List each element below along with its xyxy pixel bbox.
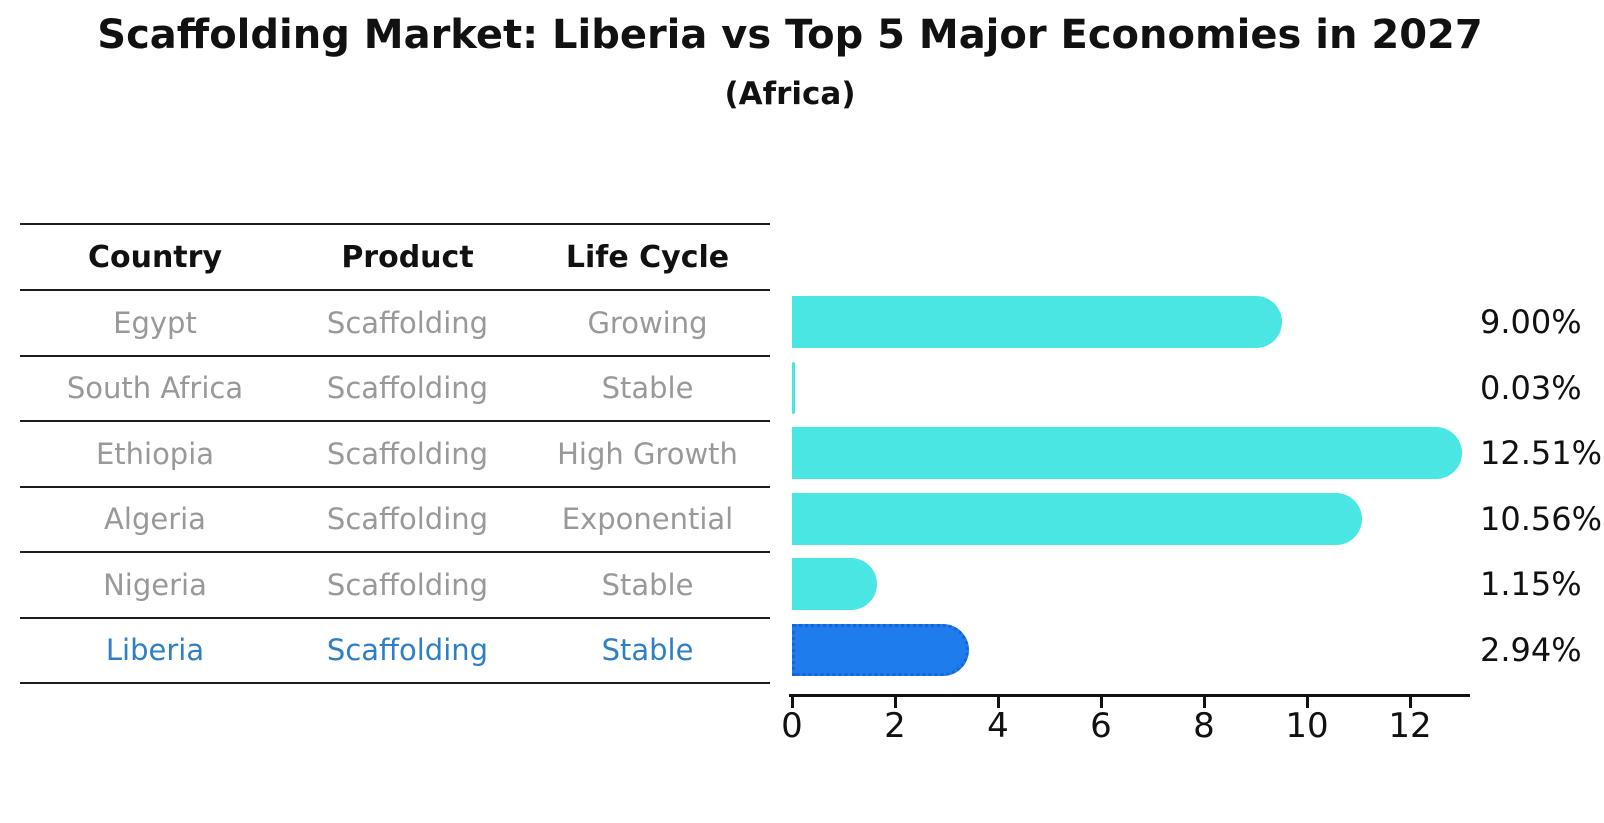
x-tick-label: 2 [884,706,906,746]
bar-ethiopia [792,427,1463,479]
x-tick-label: 0 [781,706,803,746]
table-cell-life-cycle: Stable [601,567,694,602]
table-cell-life-cycle: Growing [587,305,708,340]
table-cell-life-cycle: Stable [601,633,694,668]
value-label-south-africa: 0.03% [1480,368,1582,407]
value-label-egypt: 9.00% [1480,303,1582,341]
table-body: Egypt Scaffolding Growing South Africa Scaff… [20,291,770,684]
chart-subtitle: (Africa) [724,76,856,112]
table-cell-country: Ethiopia [95,436,215,471]
value-label-liberia: 2.94% [1480,630,1582,669]
table-cell-product: Scaffolding [326,633,489,668]
table-header-product: Product [341,239,474,275]
table-cell-country: Egypt [113,305,197,340]
value-label-algeria: 10.56% [1480,499,1603,538]
table-cell-country: Nigeria [103,567,207,602]
x-tick-label: 6 [1090,706,1112,746]
bar-nigeria [792,558,878,610]
table-cell-country: Algeria [104,502,206,537]
table-header-country: Country [87,239,223,275]
x-tick [996,697,1000,708]
x-tick-label: 12 [1388,706,1432,746]
table-cell-country: South Africa [66,371,244,406]
table-cell-product: Scaffolding [326,567,489,602]
x-tick [1202,697,1206,708]
table-row-nigeria: Nigeria Scaffolding Stable [20,553,770,619]
x-tick [1305,697,1309,708]
table-row-south-africa: South Africa Scaffolding Stable [20,357,770,422]
table-cell-product: Scaffolding [326,436,489,471]
table-cell-product: Scaffolding [326,502,489,537]
table-row-ethiopia: Ethiopia Scaffolding High Growth [20,422,770,488]
bar-south-africa [792,361,795,414]
bar-egypt [792,296,1282,348]
table-cell-life-cycle: Exponential [561,502,734,537]
table-cell-life-cycle: High Growth [557,436,738,471]
table-cell-product: Scaffolding [326,305,489,340]
chart-title: Scaffolding Market: Liberia vs Top 5 Maj… [97,12,1483,58]
x-tick-label: 4 [987,706,1009,746]
x-tick [790,697,794,708]
x-tick [893,697,897,708]
x-tick-label: 8 [1193,706,1215,746]
table-cell-life-cycle: Stable [601,371,694,406]
bar-liberia [792,623,970,676]
table-row-liberia: Liberia Scaffolding Stable [20,619,770,684]
x-tick [1099,697,1103,708]
table-cell-product: Scaffolding [326,371,489,406]
x-axis-line [789,694,1470,697]
country-table: Country Product Life Cycle Egypt Scaffold… [20,223,770,684]
x-tick-label: 10 [1285,706,1329,746]
bar-algeria [792,492,1362,545]
x-tick [1408,697,1412,708]
table-header-life-cycle: Life Cycle [565,239,730,275]
value-label-ethiopia: 12.51% [1480,434,1603,472]
table-row-algeria: Algeria Scaffolding Exponential [20,488,770,553]
value-label-nigeria: 1.15% [1480,565,1582,603]
table-cell-country: Liberia [105,633,205,668]
table-row-egypt: Egypt Scaffolding Growing [20,291,770,357]
table-header-row: Country Product Life Cycle [20,225,770,291]
